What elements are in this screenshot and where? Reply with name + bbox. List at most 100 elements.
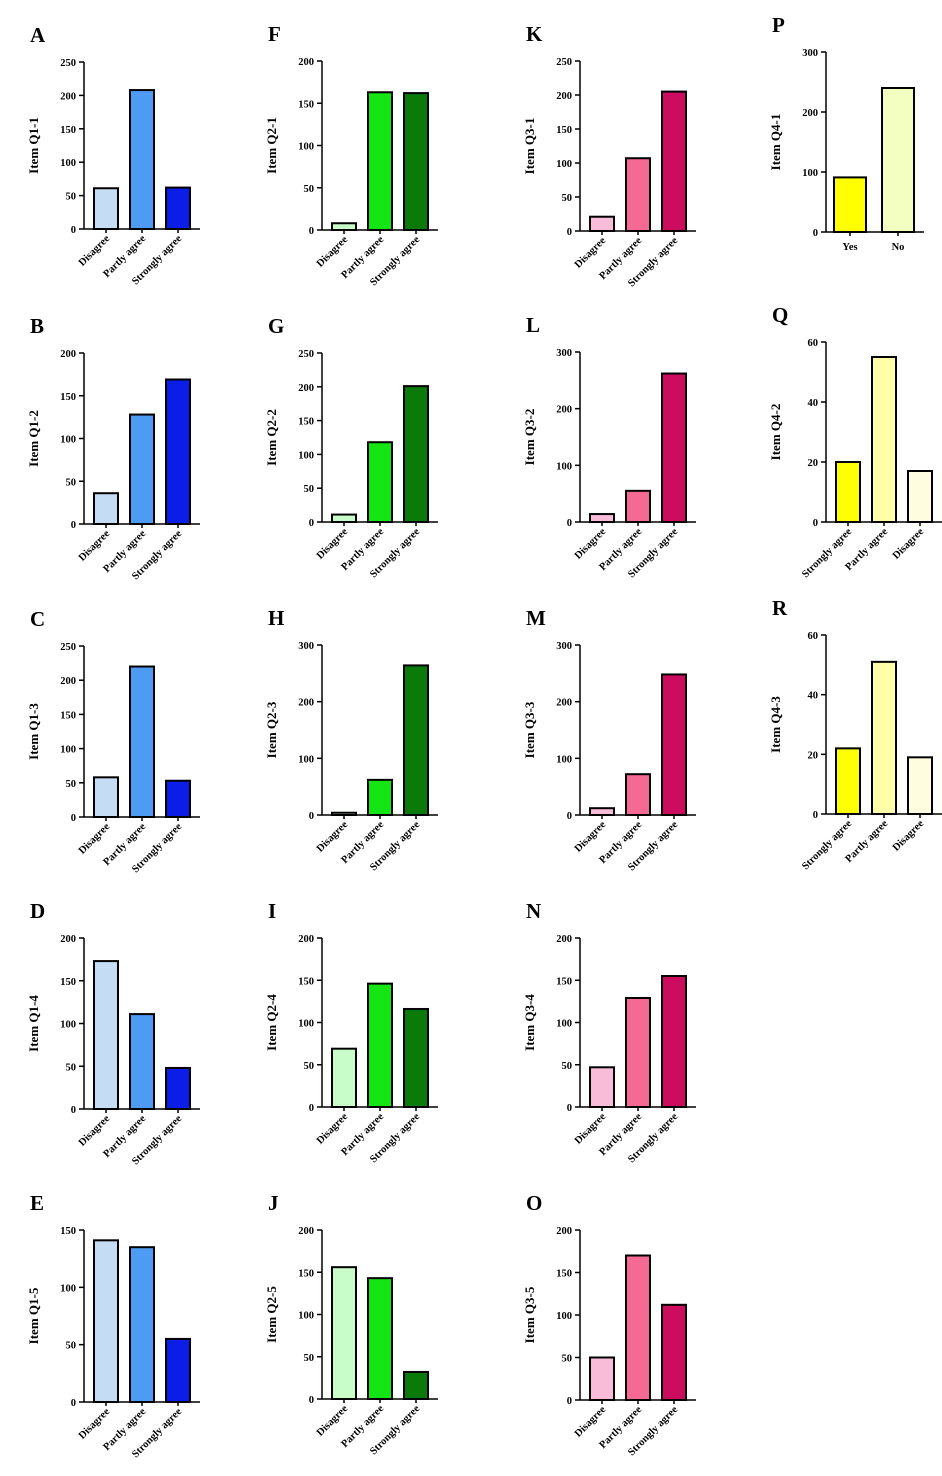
panel-letter: N: [526, 899, 541, 923]
y-axis-label: Item Q2-2: [264, 409, 279, 466]
category-label: Disagree: [77, 821, 113, 857]
y-tick-label: 100: [60, 158, 76, 169]
y-tick-label: 200: [556, 934, 572, 945]
y-tick-label: 100: [556, 461, 572, 472]
panel-letter: J: [268, 1191, 279, 1215]
bar: [129, 1246, 155, 1403]
y-tick-label: 150: [556, 976, 572, 987]
panel-letter: F: [268, 22, 281, 46]
y-axis-label: Item Q3-3: [522, 701, 537, 758]
y-tick-label: 250: [298, 349, 314, 360]
y-tick-label: 0: [71, 1105, 76, 1116]
bar: [403, 1370, 429, 1400]
y-tick-label: 60: [808, 338, 819, 349]
bar: [129, 89, 155, 230]
y-axis-label: Item Q4-2: [768, 404, 783, 461]
y-tick-label: 100: [556, 1019, 572, 1030]
category-label: Disagree: [77, 1406, 113, 1442]
y-axis-label: Item Q3-5: [522, 1286, 537, 1343]
y-tick-label: 100: [60, 745, 76, 756]
bar: [93, 960, 119, 1111]
y-tick-label: 20: [808, 750, 819, 761]
category-label: No: [892, 242, 905, 253]
y-tick-label: 0: [309, 518, 314, 529]
y-tick-label: 200: [802, 108, 818, 119]
y-tick-label: 0: [309, 1103, 314, 1114]
y-axis-label: Item Q1-5: [26, 1287, 41, 1344]
bar: [661, 90, 687, 232]
bar: [93, 1239, 119, 1403]
bar: [403, 92, 429, 231]
bar: [625, 157, 651, 233]
y-tick-label: 150: [298, 1268, 314, 1279]
y-tick-label: 0: [813, 810, 818, 821]
category-label: Disagree: [891, 818, 927, 854]
category-label: Disagree: [315, 234, 351, 270]
y-tick-label: 100: [556, 754, 572, 765]
y-tick-label: 200: [60, 934, 76, 945]
panel-letter: M: [526, 606, 546, 630]
panel-letter: G: [268, 314, 284, 338]
y-tick-label: 40: [808, 691, 819, 702]
category-label: Disagree: [891, 526, 927, 562]
bar: [589, 513, 615, 523]
bar: [93, 187, 119, 230]
bar: [129, 413, 155, 525]
y-tick-label: 50: [562, 1354, 573, 1365]
y-tick-label: 100: [298, 450, 314, 461]
bar: [367, 441, 393, 523]
y-axis-label: Item Q1-1: [26, 117, 41, 174]
bar: [661, 1303, 687, 1402]
bar: [331, 513, 357, 524]
y-tick-label: 100: [298, 1019, 314, 1030]
y-tick-label: 0: [309, 226, 314, 237]
y-axis-label: Item Q3-2: [522, 409, 537, 466]
y-tick-label: 300: [556, 348, 572, 359]
category-label: Disagree: [315, 526, 351, 562]
bar: [403, 385, 429, 523]
bar: [625, 489, 651, 524]
y-tick-label: 50: [304, 1353, 315, 1364]
panel-letter: C: [30, 607, 45, 631]
bar: [835, 461, 861, 523]
category-label: Disagree: [77, 528, 113, 564]
bar: [165, 1337, 191, 1404]
bar: [835, 747, 861, 815]
bar: [367, 91, 393, 231]
panel-letter: R: [772, 596, 788, 620]
bar: [625, 996, 651, 1108]
category-label: Disagree: [315, 1111, 351, 1147]
bar: [871, 356, 897, 523]
y-axis-label: Item Q3-4: [522, 994, 537, 1051]
y-tick-label: 200: [556, 405, 572, 416]
category-label: Strongly agree: [800, 526, 854, 580]
panel-letter: K: [526, 22, 543, 46]
y-tick-label: 150: [60, 710, 76, 721]
bar: [871, 660, 897, 815]
y-tick-label: 40: [808, 398, 819, 409]
bar: [589, 1356, 615, 1401]
y-tick-label: 50: [66, 192, 77, 203]
bar: [331, 811, 357, 817]
category-label: Disagree: [573, 1404, 609, 1440]
y-tick-label: 0: [567, 811, 572, 822]
y-axis-label: Item Q2-1: [264, 117, 279, 174]
category-label: Strongly agree: [800, 818, 854, 872]
panel-p: P Item Q4-1 0 100 200 300 Yes No: [768, 13, 924, 253]
y-tick-label: 50: [562, 193, 573, 204]
y-tick-label: 0: [71, 520, 76, 531]
y-tick-label: 50: [304, 1061, 315, 1072]
y-axis-label: Item Q4-1: [768, 114, 783, 171]
y-tick-label: 60: [808, 631, 819, 642]
bar: [403, 664, 429, 817]
category-label: Disagree: [573, 819, 609, 855]
y-tick-label: 150: [556, 1269, 572, 1280]
bar: [661, 673, 687, 817]
